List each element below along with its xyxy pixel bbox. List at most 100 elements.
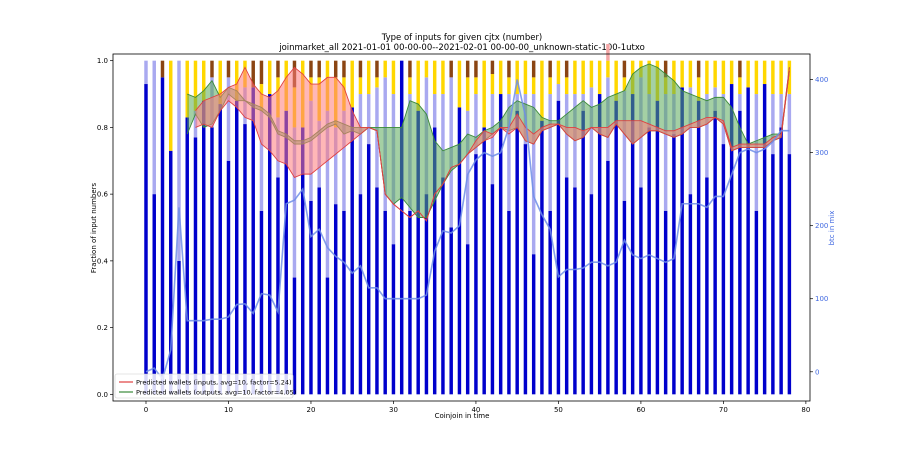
bar-fresh xyxy=(680,87,684,395)
bar-fresh xyxy=(144,84,148,395)
bar-friends xyxy=(218,60,222,105)
bar-remix xyxy=(779,94,783,128)
bar-fresh xyxy=(416,110,420,395)
bar-fresh xyxy=(399,60,404,395)
bar-friends xyxy=(721,60,726,95)
bar-fresh xyxy=(383,210,387,395)
bar-friends xyxy=(746,60,750,88)
bar-fresh xyxy=(787,154,792,395)
bar-other xyxy=(210,60,214,78)
bar-fresh xyxy=(185,117,189,395)
y-right-tick-label: 300 xyxy=(815,149,828,157)
bar-fresh xyxy=(729,84,734,395)
bar-friends xyxy=(358,77,363,95)
bar-fresh xyxy=(375,187,379,395)
bar-friends xyxy=(523,60,528,95)
pred-outputs-band xyxy=(187,64,790,218)
bar-other xyxy=(317,60,321,78)
bar-other xyxy=(333,60,338,78)
bar-fresh xyxy=(573,187,577,395)
y-right-tick-label: 200 xyxy=(815,222,828,230)
bar-friends xyxy=(540,60,544,121)
bar-fresh xyxy=(325,277,330,395)
bar-friends xyxy=(202,60,206,101)
bar-remix xyxy=(787,94,792,155)
bar-fresh xyxy=(754,210,759,395)
x-tick-label: 20 xyxy=(307,406,316,414)
bar-fresh xyxy=(317,187,321,395)
y-tick-label: 0.8 xyxy=(97,124,108,132)
bar-friends xyxy=(564,77,569,95)
bar-other xyxy=(375,60,379,78)
bar-other xyxy=(276,60,280,78)
bar-remix xyxy=(474,94,478,155)
bar-friends xyxy=(672,60,676,95)
bar-friends xyxy=(597,60,602,95)
chart-subtitle: joinmarket_all 2021-01-01 00-00-00--2021… xyxy=(278,43,645,53)
bar-friends xyxy=(474,77,478,95)
bar-fresh xyxy=(177,260,181,395)
bar-fresh xyxy=(152,194,156,395)
bar-friends xyxy=(383,60,387,78)
bar-friends xyxy=(696,77,701,101)
bar-remix xyxy=(259,110,264,211)
bar-fresh xyxy=(663,210,668,395)
bar-fresh xyxy=(235,100,239,395)
bar-other xyxy=(251,60,255,88)
bar-remix xyxy=(366,94,371,145)
bar-fresh xyxy=(564,177,569,395)
bar-other xyxy=(622,60,627,78)
bar-fresh xyxy=(490,184,495,395)
bar-fresh xyxy=(762,84,767,395)
bar-other xyxy=(474,60,478,78)
bar-fresh xyxy=(350,107,354,395)
bar-fresh xyxy=(358,194,363,395)
bar-friends xyxy=(614,60,618,101)
bar-fresh xyxy=(738,110,742,395)
bar-other xyxy=(465,60,470,78)
bar-fresh xyxy=(202,100,206,395)
bar-fresh xyxy=(771,154,775,395)
bar-fresh xyxy=(713,110,717,395)
bar-friends xyxy=(366,60,371,95)
bar-remix xyxy=(589,87,594,195)
bar-friends xyxy=(408,77,412,95)
bar-friends xyxy=(606,60,610,78)
bar-fresh xyxy=(210,127,214,395)
bar-fresh xyxy=(581,110,585,395)
bar-fresh xyxy=(251,87,255,395)
y-tick-label: 1.0 xyxy=(97,57,108,65)
y-right-tick-label: 400 xyxy=(815,76,828,84)
bar-fresh xyxy=(457,107,462,395)
bar-remix xyxy=(771,94,775,155)
bar-friends xyxy=(680,60,684,88)
bar-friends xyxy=(482,60,486,128)
bar-fresh xyxy=(474,154,478,395)
bar-remix xyxy=(342,110,346,211)
bar-friends xyxy=(622,77,627,91)
legend-box xyxy=(114,373,294,399)
y-tick-label: 0.2 xyxy=(97,324,108,332)
bar-fresh xyxy=(688,194,693,395)
bar-other xyxy=(226,60,231,78)
bar-fresh xyxy=(507,210,511,395)
bar-fresh xyxy=(597,94,602,395)
bar-fresh xyxy=(243,124,247,395)
bar-friends xyxy=(424,60,429,78)
plot-frame xyxy=(112,53,811,402)
y-axis-ticks: 0.0 0.2 0.4 0.6 0.8 1.0 xyxy=(97,57,113,399)
bar-fresh xyxy=(292,277,297,395)
x-axis-ticks: 0 10 20 30 40 50 60 70 80 xyxy=(144,401,810,414)
bar-other xyxy=(408,60,412,78)
bar-fresh xyxy=(655,100,660,395)
bar-friends xyxy=(432,60,437,95)
y-right-tick-label: 100 xyxy=(815,295,828,303)
bar-remix xyxy=(507,94,511,211)
bar-friends xyxy=(350,60,354,108)
bar-fresh xyxy=(705,177,709,395)
bar-coordinator xyxy=(606,43,610,61)
bar-fresh xyxy=(647,127,651,395)
bar-fresh xyxy=(300,127,305,395)
bar-friends xyxy=(771,60,775,95)
